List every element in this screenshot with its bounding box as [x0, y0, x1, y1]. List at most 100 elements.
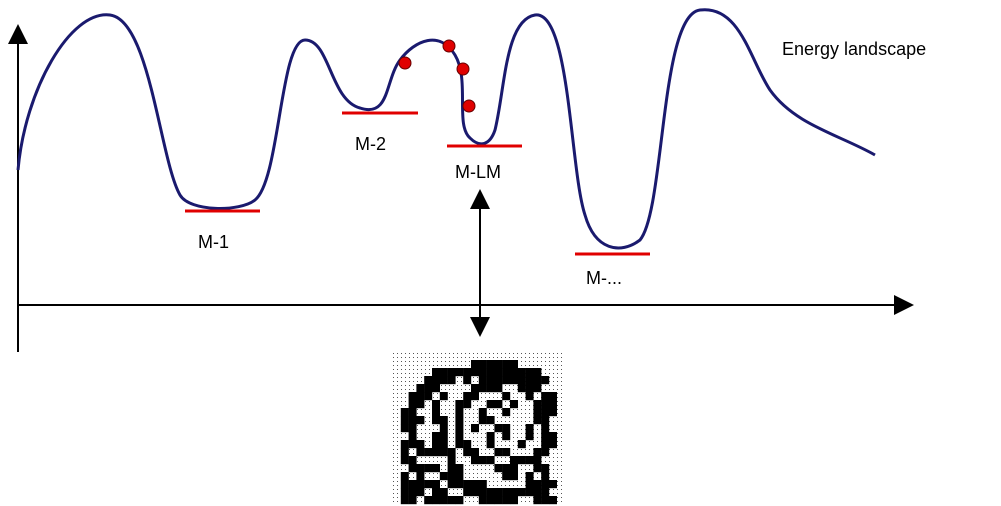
pixel — [510, 368, 518, 377]
pixel — [439, 424, 448, 433]
pixel — [400, 472, 409, 481]
pixel — [517, 368, 526, 377]
pixel — [439, 472, 448, 481]
pixel — [510, 472, 518, 481]
pixel — [471, 456, 479, 465]
pixel — [447, 480, 456, 489]
pixel — [541, 408, 550, 417]
pixel — [471, 424, 479, 433]
pixel — [416, 400, 425, 409]
pixel — [408, 480, 417, 489]
pixel — [517, 456, 526, 465]
pixel — [525, 376, 534, 385]
pixel — [541, 376, 550, 385]
pixel — [439, 376, 448, 385]
pixel — [510, 376, 518, 385]
pixel — [400, 496, 409, 505]
pixel — [416, 384, 425, 393]
pixel — [455, 464, 464, 473]
pixel — [424, 464, 433, 473]
pixel — [510, 496, 518, 505]
pixel — [494, 488, 503, 497]
pixel — [471, 384, 479, 393]
pixel — [447, 496, 456, 505]
pixel — [455, 432, 464, 441]
pixel — [400, 416, 409, 425]
pixel — [439, 416, 448, 425]
pixel — [517, 376, 526, 385]
pixel — [439, 392, 448, 401]
pixel — [400, 488, 409, 497]
pixel — [486, 368, 495, 377]
pixel — [478, 408, 487, 417]
minimum-label: M-... — [586, 268, 622, 288]
pixel — [408, 392, 417, 401]
pixel — [541, 440, 550, 449]
pixel — [502, 392, 511, 401]
pixel — [416, 488, 425, 497]
pixel — [533, 400, 542, 409]
pixel — [463, 392, 472, 401]
pixel — [463, 400, 472, 409]
particles — [398, 39, 476, 113]
pixel — [486, 376, 495, 385]
pixel — [502, 368, 511, 377]
pixel — [525, 456, 534, 465]
pixel — [502, 376, 511, 385]
pixel — [463, 368, 472, 377]
pixel — [510, 464, 518, 473]
pixel — [408, 424, 417, 433]
pixel — [478, 368, 487, 377]
pixel — [471, 392, 479, 401]
minimum-label: M-2 — [355, 134, 386, 154]
pixel — [408, 432, 417, 441]
pixel — [525, 432, 534, 441]
pixel — [439, 368, 448, 377]
pixel — [510, 488, 518, 497]
pixel — [502, 448, 511, 457]
pixel — [525, 384, 534, 393]
pixel — [517, 440, 526, 449]
pixel — [541, 392, 550, 401]
pixel — [533, 408, 542, 417]
pixel — [494, 376, 503, 385]
pixel — [408, 400, 417, 409]
pixel — [471, 360, 479, 369]
pixel — [510, 456, 518, 465]
pixel — [494, 368, 503, 377]
pixel — [502, 424, 511, 433]
minima-lines — [185, 111, 650, 256]
pixel — [432, 448, 440, 457]
pixel — [416, 464, 425, 473]
pixel — [541, 400, 550, 409]
pixel — [455, 416, 464, 425]
pixel — [400, 456, 409, 465]
pixel — [533, 480, 542, 489]
pixel — [502, 496, 511, 505]
pixel — [400, 448, 409, 457]
pixel — [494, 496, 503, 505]
pixel — [533, 464, 542, 473]
pixel — [494, 464, 503, 473]
pixel — [447, 368, 456, 377]
pixel — [455, 480, 464, 489]
pixel — [447, 472, 456, 481]
pixel — [502, 464, 511, 473]
pixel — [463, 448, 472, 457]
pixel — [478, 416, 487, 425]
pixel — [541, 480, 550, 489]
pixel — [471, 368, 479, 377]
pixel — [525, 488, 534, 497]
pixel — [432, 408, 440, 417]
pixel — [510, 400, 518, 409]
pixel — [432, 416, 440, 425]
pixel — [525, 392, 534, 401]
pixel — [494, 424, 503, 433]
minimum-label: M-1 — [198, 232, 229, 252]
pixel — [478, 376, 487, 385]
pixel — [408, 496, 417, 505]
pixel — [400, 440, 409, 449]
pixel — [447, 464, 456, 473]
pixel — [502, 360, 511, 369]
pixel — [455, 496, 464, 505]
